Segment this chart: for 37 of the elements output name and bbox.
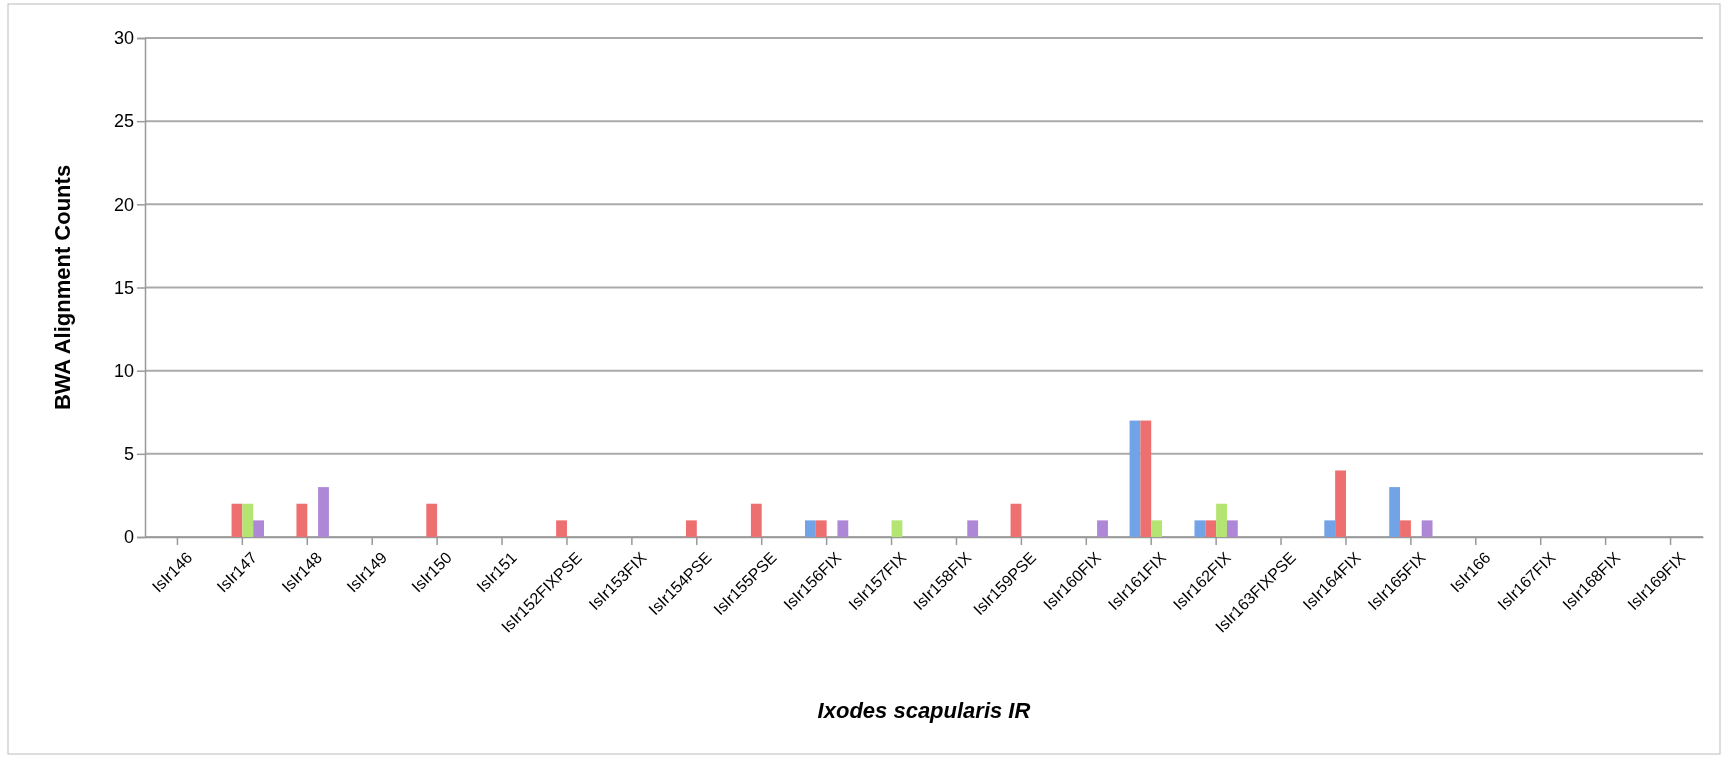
bar (231, 503, 243, 537)
bar (1216, 503, 1227, 537)
y-tick-label: 20 (113, 194, 134, 215)
y-tick-label: 30 (113, 28, 134, 49)
y-axis-title: BWA Alignment Counts (50, 164, 75, 411)
bar (1097, 520, 1108, 537)
bar (556, 520, 567, 537)
bar (1400, 520, 1411, 537)
bar (1389, 487, 1401, 537)
bar (242, 503, 254, 537)
bar (815, 520, 827, 537)
y-tick-label: 10 (113, 360, 134, 381)
bar (685, 520, 697, 537)
bar (296, 503, 308, 537)
y-tick-label: 0 (123, 527, 134, 548)
y-tick-label: 25 (113, 111, 134, 132)
x-axis-title: Ixodes scapularis IR (817, 698, 1031, 723)
bar (1226, 520, 1238, 537)
bar (1421, 520, 1433, 537)
y-tick-label: 5 (123, 444, 134, 465)
y-tick-label: 15 (113, 277, 134, 298)
bar (1010, 503, 1022, 537)
bar (1205, 520, 1217, 537)
bar (253, 520, 265, 537)
bar (318, 487, 329, 537)
bar (1335, 470, 1346, 537)
bar (891, 520, 903, 537)
bar (750, 503, 762, 537)
bar (967, 520, 979, 537)
bar (1324, 520, 1336, 537)
bar (426, 503, 438, 537)
bar (1140, 420, 1152, 537)
bar (1194, 520, 1206, 537)
bar (804, 520, 816, 537)
bar (1129, 420, 1141, 537)
bar (837, 520, 849, 537)
bar (1151, 520, 1163, 537)
